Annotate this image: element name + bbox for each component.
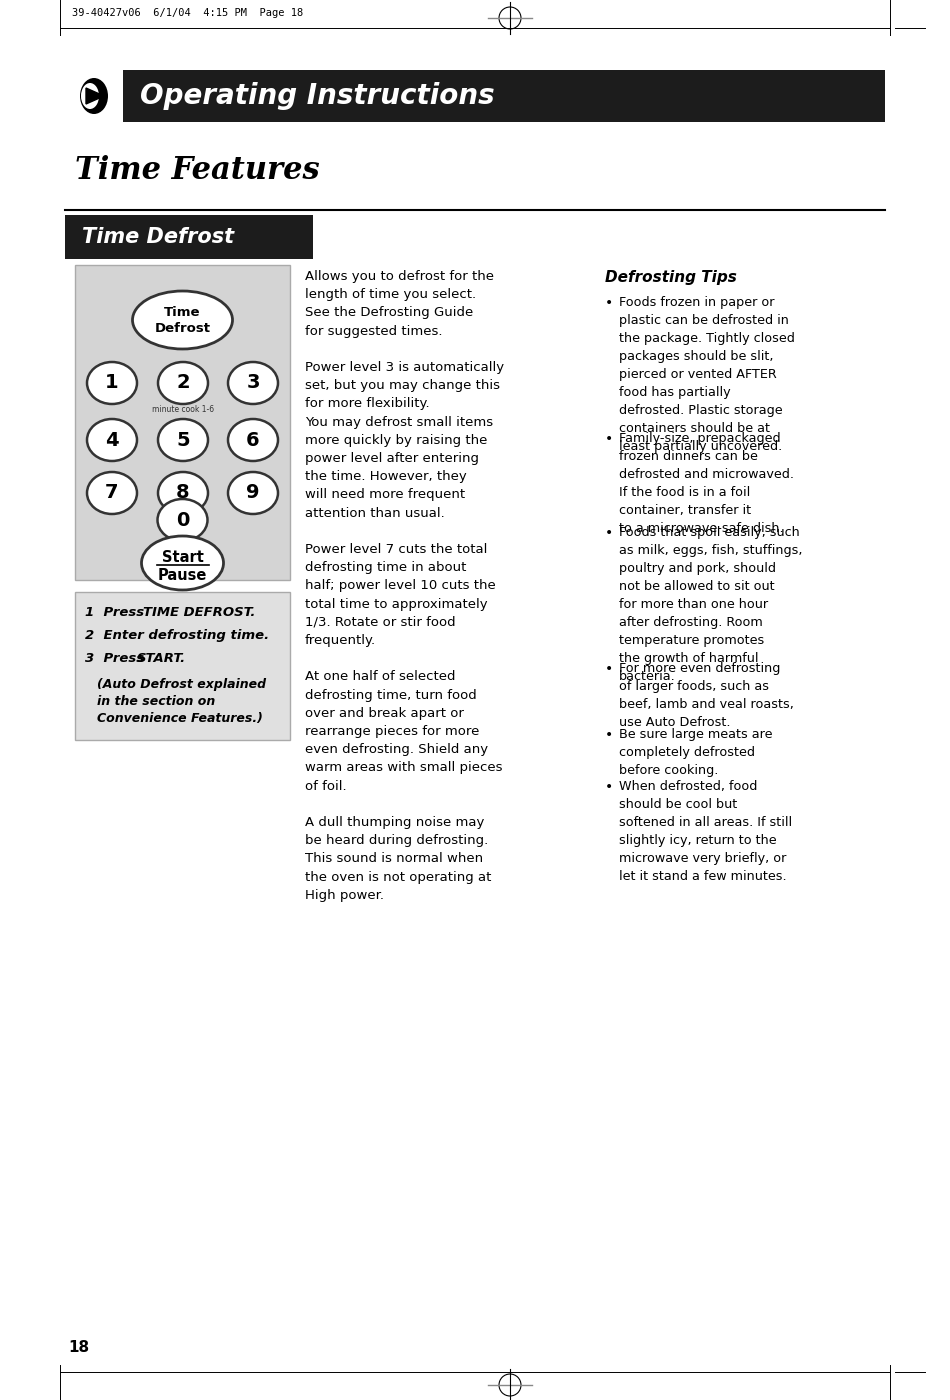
Ellipse shape (87, 472, 137, 514)
Text: Defrosting Tips: Defrosting Tips (605, 270, 737, 286)
Text: 0: 0 (176, 511, 189, 529)
Text: Time Features: Time Features (75, 155, 319, 186)
Text: •: • (605, 780, 614, 794)
Ellipse shape (158, 498, 207, 540)
Text: (Auto Defrost explained: (Auto Defrost explained (97, 678, 266, 692)
FancyBboxPatch shape (75, 592, 290, 741)
Text: Pause: Pause (158, 567, 207, 582)
FancyBboxPatch shape (65, 70, 885, 122)
Ellipse shape (81, 83, 99, 109)
Text: minute cook 1-6: minute cook 1-6 (152, 405, 214, 414)
Text: 4: 4 (105, 431, 119, 449)
Text: Time: Time (164, 307, 200, 319)
Text: Defrost: Defrost (155, 322, 211, 335)
Text: TIME DEFROST.: TIME DEFROST. (143, 606, 256, 619)
Text: 8: 8 (176, 483, 190, 503)
Text: Allows you to defrost for the
length of time you select.
See the Defrosting Guid: Allows you to defrost for the length of … (305, 270, 504, 902)
Text: 39-40427v06  6/1/04  4:15 PM  Page 18: 39-40427v06 6/1/04 4:15 PM Page 18 (72, 8, 303, 18)
Text: 18: 18 (68, 1340, 89, 1355)
Text: 1  Press: 1 Press (85, 606, 149, 619)
Text: •: • (605, 295, 614, 309)
Ellipse shape (158, 363, 208, 405)
Text: in the section on: in the section on (97, 694, 216, 708)
Text: Convenience Features.): Convenience Features.) (97, 713, 263, 725)
FancyBboxPatch shape (65, 70, 123, 122)
Text: 1: 1 (105, 374, 119, 392)
Text: •: • (605, 728, 614, 742)
Text: When defrosted, food
should be cool but
softened in all areas. If still
slightly: When defrosted, food should be cool but … (619, 780, 792, 883)
Ellipse shape (158, 472, 208, 514)
Text: Family-size, prepackaged
frozen dinners can be
defrosted and microwaved.
If the : Family-size, prepackaged frozen dinners … (619, 433, 794, 535)
Text: Foods that spoil easily, such
as milk, eggs, fish, stuffings,
poultry and pork, : Foods that spoil easily, such as milk, e… (619, 526, 803, 683)
Ellipse shape (142, 536, 223, 589)
Text: For more even defrosting
of larger foods, such as
beef, lamb and veal roasts,
us: For more even defrosting of larger foods… (619, 662, 794, 729)
FancyBboxPatch shape (75, 265, 290, 580)
Text: •: • (605, 662, 614, 676)
Ellipse shape (158, 419, 208, 461)
Ellipse shape (228, 472, 278, 514)
FancyBboxPatch shape (65, 216, 313, 259)
Ellipse shape (87, 419, 137, 461)
Ellipse shape (87, 363, 137, 405)
Text: 3  Press: 3 Press (85, 652, 149, 665)
Text: 5: 5 (176, 431, 190, 449)
Text: 7: 7 (105, 483, 119, 503)
Text: Time Defrost: Time Defrost (82, 227, 234, 246)
Text: Operating Instructions: Operating Instructions (140, 83, 495, 111)
Text: 2  Enter defrosting time.: 2 Enter defrosting time. (85, 629, 269, 643)
Text: •: • (605, 526, 614, 540)
Ellipse shape (228, 363, 278, 405)
Text: 3: 3 (246, 374, 259, 392)
Ellipse shape (132, 291, 233, 349)
Text: •: • (605, 433, 614, 447)
Text: 2: 2 (176, 374, 190, 392)
Text: Be sure large meats are
completely defrosted
before cooking.: Be sure large meats are completely defro… (619, 728, 772, 777)
Text: Foods frozen in paper or
plastic can be defrosted in
the package. Tightly closed: Foods frozen in paper or plastic can be … (619, 295, 795, 454)
Polygon shape (86, 88, 104, 104)
Text: display on/off: display on/off (157, 545, 209, 553)
Text: START.: START. (137, 652, 186, 665)
Ellipse shape (80, 78, 108, 113)
Text: Start: Start (162, 549, 203, 564)
Text: 9: 9 (246, 483, 259, 503)
Ellipse shape (228, 419, 278, 461)
Text: 6: 6 (246, 431, 259, 449)
